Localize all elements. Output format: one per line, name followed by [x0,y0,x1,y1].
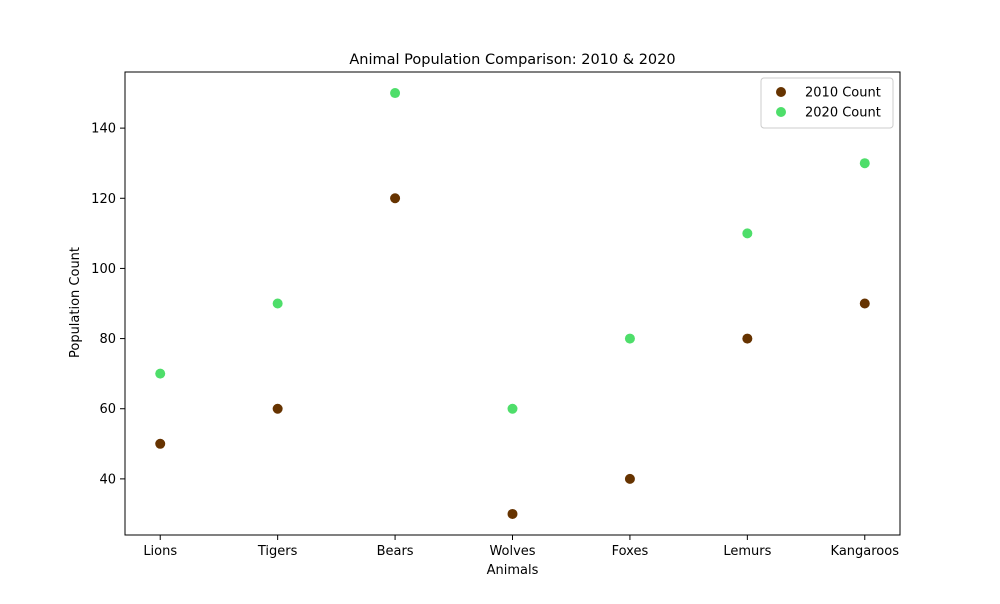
scatter-point-2010-bears [390,193,401,204]
axis-layer: Lions Tigers Bears Wolves Foxes Lemurs Kangaro… [91,71,901,559]
y-tick-label: 140 [91,122,116,137]
y-tick-label: 120 [91,192,116,207]
scatter-point-2020-foxes [624,333,635,344]
scatter-point-2010-foxes [624,473,635,484]
scatter-point-2010-lemurs [742,333,753,344]
x-tick-label: Tigers [257,544,298,559]
scatter-point-2020-wolves [507,403,518,414]
scatter-point-2020-lemurs [742,228,753,239]
scatter-point-2010-tigers [272,403,283,414]
scatter-point-2020-bears [390,88,401,99]
x-tick-label: Kangaroos [831,544,900,559]
x-tick-label: Wolves [489,544,535,559]
y-tick-label: 100 [91,262,116,277]
y-tick-label: 40 [99,472,116,487]
chart-title: Animal Population Comparison: 2010 & 202… [349,52,675,68]
legend: 2010 Count 2020 Count [760,77,894,129]
legend-label: 2010 Count [805,86,881,101]
legend-label: 2020 Count [805,106,881,121]
points-layer [155,88,870,519]
y-tick-label: 80 [99,332,116,347]
scatter-point-2020-tigers [272,298,283,309]
scatter-point-2010-wolves [507,508,518,519]
x-axis-label: Animals [487,563,539,578]
legend-marker [776,87,786,97]
y-axis-label: Population Count [68,247,83,358]
legend-box [760,77,894,129]
scatter-point-2010-lions [155,438,166,449]
scatter-point-2020-lions [155,368,166,379]
x-tick-label: Lemurs [723,544,771,559]
y-tick-label: 60 [99,402,116,417]
scatter-point-2010-kangaroos [859,298,870,309]
x-tick-label: Bears [377,544,414,559]
x-tick-label: Lions [143,544,177,559]
legend-marker [776,107,786,117]
x-tick-label: Foxes [612,544,649,559]
scatter-point-2020-kangaroos [859,158,870,169]
